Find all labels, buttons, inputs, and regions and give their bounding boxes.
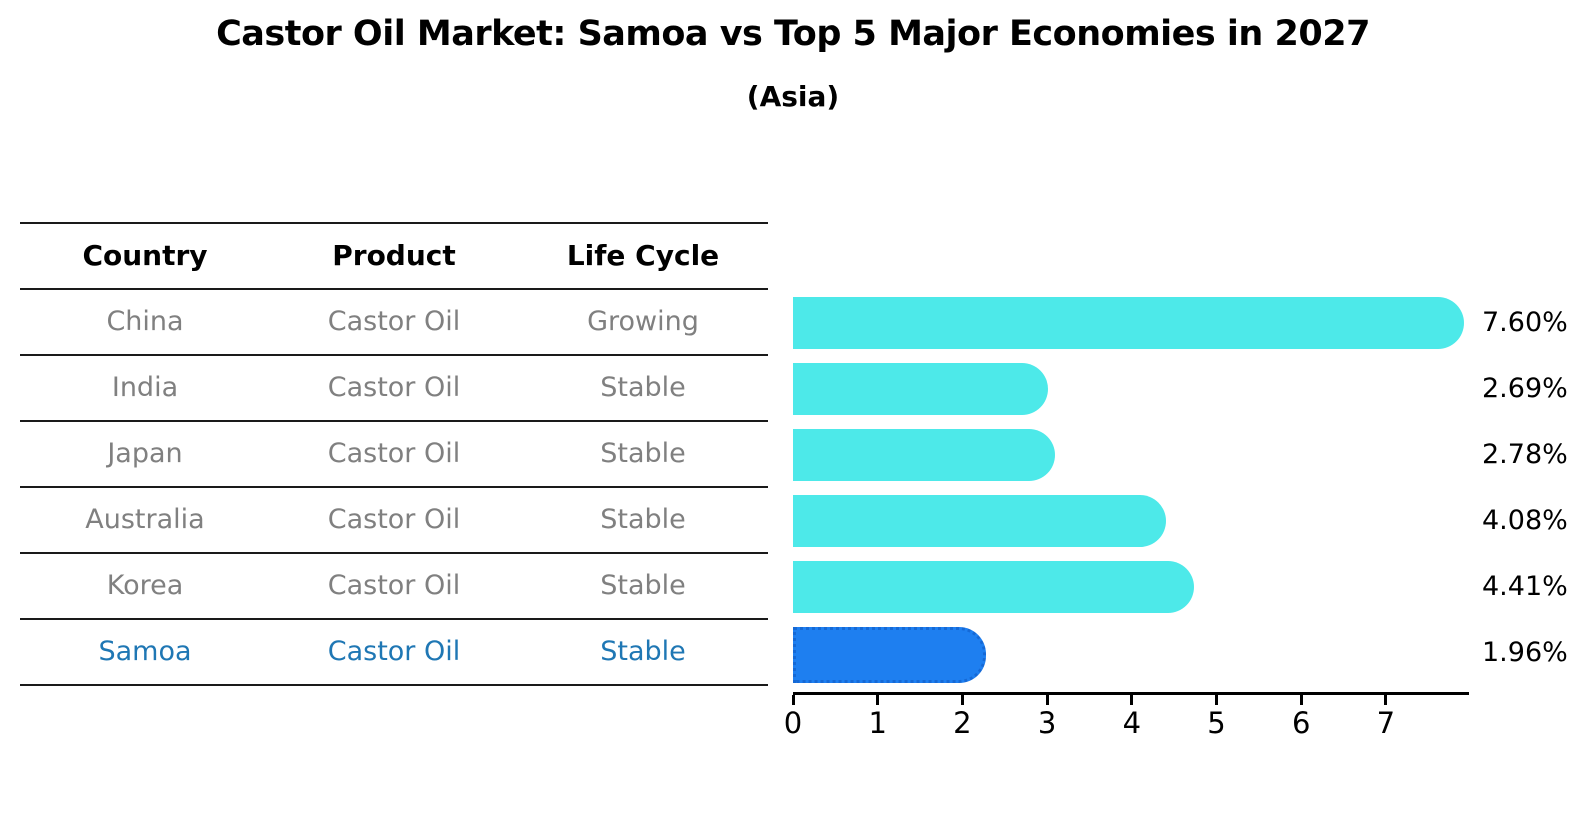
- x-axis-tick-5: [1215, 695, 1218, 705]
- x-axis-tick-label-3: 3: [1037, 706, 1057, 740]
- x-axis-tick-1: [876, 695, 880, 705]
- x-axis-tick-label-4: 4: [1122, 706, 1142, 740]
- cell-life_cycle-china: Growing: [587, 306, 699, 337]
- x-axis-tick-3: [1045, 695, 1049, 705]
- cell-country-japan: Japan: [107, 438, 183, 469]
- cell-product-japan: Castor Oil: [327, 438, 461, 469]
- table-row-india: India Castor Oil Stable: [20, 356, 768, 422]
- table-row-japan: Japan Castor Oil Stable: [20, 422, 768, 488]
- x-axis-tick-label-1: 1: [868, 706, 887, 740]
- cell-country-korea: Korea: [106, 570, 184, 601]
- cell-product-korea: Castor Oil: [327, 570, 461, 601]
- x-axis-tick-2: [960, 695, 964, 705]
- table-row-korea: Korea Castor Oil Stable: [20, 554, 768, 620]
- bar-value-korea: 4.41%: [1482, 571, 1568, 602]
- cell-country-australia: Australia: [85, 504, 205, 535]
- bar-korea: [793, 561, 1194, 613]
- x-axis-tick-label-2: 2: [953, 706, 972, 740]
- bar-value-india: 2.69%: [1482, 373, 1568, 404]
- bar-value-china: 7.60%: [1482, 307, 1568, 338]
- cell-product-australia: Castor Oil: [327, 504, 461, 535]
- chart-title: Castor Oil Market: Samoa vs Top 5 Major …: [216, 14, 1370, 54]
- cell-country-india: India: [111, 372, 179, 403]
- column-header-lifecycle: Life Cycle: [566, 239, 720, 272]
- cell-country-samoa: Samoa: [98, 636, 192, 667]
- bar-value-australia: 4.08%: [1482, 505, 1568, 536]
- x-axis-tick-0: [791, 695, 795, 705]
- x-axis-tick-label-0: 0: [783, 706, 803, 740]
- cell-product-samoa: Castor Oil: [327, 636, 461, 667]
- x-axis-line: [793, 692, 1469, 695]
- bar-value-samoa: 1.96%: [1482, 637, 1568, 668]
- x-axis-tick-7: [1384, 695, 1388, 705]
- cell-life_cycle-australia: Stable: [600, 504, 686, 535]
- bar-value-japan: 2.78%: [1482, 439, 1568, 470]
- bar-japan: [793, 429, 1056, 481]
- bar-samoa: [793, 627, 986, 683]
- x-axis-tick-6: [1299, 695, 1303, 705]
- table-row-samoa: Samoa Castor Oil Stable: [20, 620, 768, 686]
- x-axis-tick-4: [1130, 695, 1134, 705]
- x-axis-tick-label-6: 6: [1291, 706, 1311, 740]
- chart-subtitle: (Asia): [746, 80, 840, 113]
- table-row-australia: Australia Castor Oil Stable: [20, 488, 768, 554]
- cell-life_cycle-korea: Stable: [600, 570, 686, 601]
- cell-product-india: Castor Oil: [327, 372, 461, 403]
- country-table: Country Product Life Cycle China Castor O…: [20, 222, 768, 686]
- cell-product-china: Castor Oil: [327, 306, 461, 337]
- cell-life_cycle-india: Stable: [600, 372, 686, 403]
- bar-china: [793, 297, 1464, 349]
- table-header-row: Country Product Life Cycle: [20, 224, 768, 290]
- bar-australia: [793, 495, 1166, 547]
- x-axis-tick-label-7: 7: [1376, 706, 1396, 740]
- column-header-country: Country: [82, 239, 208, 272]
- bar-india: [793, 363, 1048, 415]
- x-axis-tick-label-5: 5: [1207, 706, 1226, 740]
- table-row-china: China Castor Oil Growing: [20, 290, 768, 356]
- column-header-product: Product: [332, 239, 456, 272]
- cell-life_cycle-samoa: Stable: [600, 636, 686, 667]
- cell-country-china: China: [106, 306, 184, 337]
- cell-life_cycle-japan: Stable: [600, 438, 686, 469]
- table-body: China Castor Oil Growing India Castor Oil Sta…: [20, 290, 768, 686]
